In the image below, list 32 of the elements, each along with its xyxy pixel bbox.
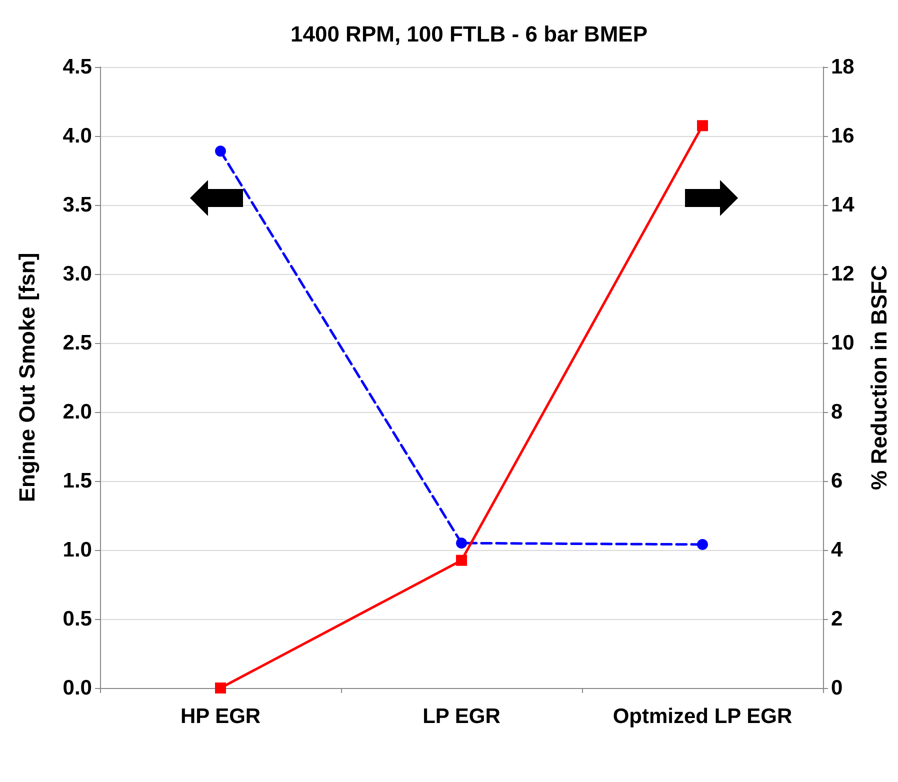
x-tick-label: LP EGR — [422, 705, 500, 728]
y-tick-label: 1.0 — [62, 538, 92, 562]
y2-tick-label: 6 — [831, 470, 843, 492]
y-tick-label: 4.0 — [62, 124, 92, 148]
point — [215, 682, 226, 694]
y-tick-label: 2.0 — [62, 400, 92, 424]
point — [697, 120, 708, 132]
y2-tick-label: 14 — [831, 194, 855, 216]
y2-tick-label: 2 — [831, 608, 843, 630]
x-tick-label: Optmized LP EGR — [612, 705, 792, 728]
y2-axis-title: % Reduction in BSFC — [866, 264, 892, 490]
y-tick-label: 0.5 — [62, 608, 92, 630]
y-tick-label: 2.5 — [62, 332, 92, 354]
y2-tick-label: 0 — [831, 676, 843, 700]
y2-tick-label: 18 — [831, 56, 855, 78]
y2-tick-label: 10 — [831, 332, 854, 354]
y-tick-label: 1.5 — [62, 470, 92, 492]
point — [697, 538, 708, 550]
point — [215, 146, 226, 157]
y-tick-label: 0.0 — [62, 676, 92, 700]
chart-title: 1400 RPM, 100 FTLB - 6 bar BMEP — [290, 22, 648, 46]
y2-tick-label: 4 — [831, 538, 843, 562]
y-tick-label: 3.5 — [62, 194, 92, 216]
y2-tick-label: 12 — [831, 262, 854, 286]
y-tick-label: 4.5 — [62, 56, 92, 78]
x-tick-label: HP EGR — [180, 705, 261, 728]
y2-tick-label: 8 — [831, 400, 843, 424]
point — [456, 554, 467, 566]
y-axis-title: Engine Out Smoke [fsn] — [14, 252, 40, 502]
y2-tick-label: 16 — [831, 124, 854, 148]
y-tick-label: 3.0 — [62, 262, 92, 286]
point — [456, 538, 467, 549]
